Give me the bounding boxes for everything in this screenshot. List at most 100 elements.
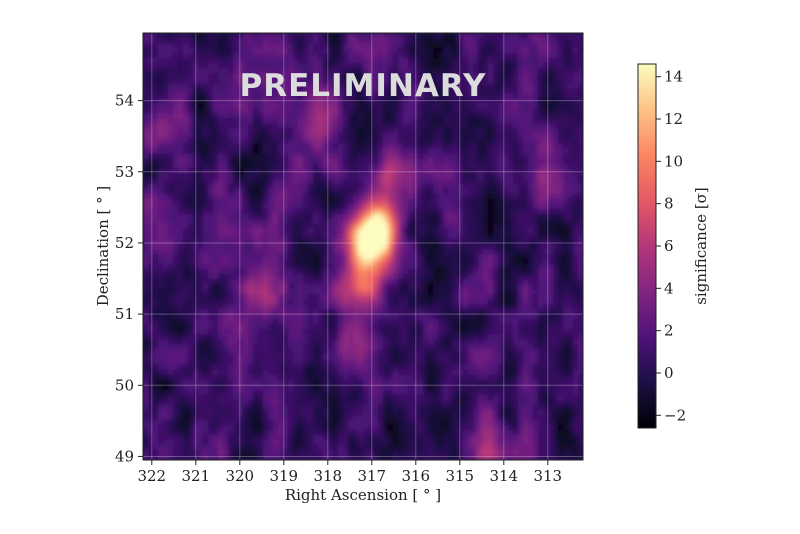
- heatmap-cell: [348, 213, 354, 220]
- heatmap-cell: [403, 53, 409, 59]
- heatmap-cell: [143, 369, 149, 376]
- heatmap-cell: [358, 198, 364, 205]
- heatmap-cell: [318, 123, 324, 130]
- heatmap-cell: [343, 243, 349, 250]
- heatmap-cell: [208, 178, 214, 185]
- heatmap-cell: [338, 314, 344, 320]
- heatmap-cell: [243, 53, 249, 59]
- heatmap-cell: [298, 434, 304, 441]
- heatmap-cell: [333, 274, 339, 280]
- heatmap-cell: [168, 108, 174, 114]
- heatmap-cell: [348, 58, 354, 64]
- heatmap-cell: [428, 374, 434, 381]
- heatmap-cell: [213, 419, 219, 426]
- heatmap-cell: [148, 198, 154, 205]
- heatmap-cell: [298, 419, 304, 426]
- heatmap-cell: [348, 53, 354, 59]
- heatmap-cell: [298, 444, 304, 451]
- heatmap-cell: [158, 38, 164, 44]
- heatmap-cell: [288, 369, 294, 376]
- heatmap-cell: [428, 304, 434, 310]
- heatmap-cell: [428, 128, 434, 135]
- heatmap-cell: [148, 108, 154, 114]
- heatmap-cell: [278, 264, 284, 270]
- heatmap-cell: [383, 153, 389, 160]
- heatmap-cell: [223, 73, 229, 79]
- heatmap-cell: [298, 93, 304, 99]
- heatmap-cell: [208, 238, 214, 245]
- heatmap-cell: [183, 399, 189, 406]
- heatmap-cell: [253, 58, 259, 64]
- heatmap-cell: [178, 439, 184, 446]
- heatmap-cell: [153, 208, 159, 215]
- heatmap-cell: [398, 243, 404, 250]
- heatmap-cell: [348, 118, 354, 125]
- heatmap-cell: [293, 364, 299, 371]
- heatmap-cell: [213, 93, 219, 99]
- heatmap-cell: [253, 354, 259, 361]
- heatmap-cell: [348, 33, 354, 39]
- heatmap-cell: [208, 264, 214, 270]
- heatmap-cell: [168, 223, 174, 230]
- heatmap-cell: [248, 58, 254, 64]
- heatmap-cell: [183, 324, 189, 330]
- heatmap-cell: [168, 118, 174, 125]
- heatmap-cell: [318, 254, 324, 260]
- heatmap-cell: [383, 434, 389, 441]
- heatmap-cell: [203, 379, 209, 386]
- heatmap-cell: [373, 284, 379, 290]
- heatmap-cell: [278, 259, 284, 265]
- heatmap-cell: [338, 48, 344, 54]
- heatmap-cell: [408, 163, 414, 170]
- heatmap-cell: [323, 103, 329, 109]
- heatmap-cell: [223, 419, 229, 426]
- heatmap-cell: [353, 88, 359, 94]
- heatmap-cell: [423, 108, 429, 114]
- heatmap-cell: [393, 53, 399, 59]
- heatmap-cell: [403, 153, 409, 160]
- heatmap-cell: [358, 128, 364, 135]
- heatmap-cell: [148, 138, 154, 145]
- heatmap-cell: [193, 68, 199, 74]
- heatmap-cell: [298, 454, 304, 460]
- heatmap-cell: [178, 259, 184, 265]
- heatmap-cell: [168, 404, 174, 411]
- heatmap-cell: [328, 53, 334, 59]
- heatmap-cell: [208, 294, 214, 300]
- heatmap-cell: [238, 254, 244, 260]
- heatmap-cell: [323, 93, 329, 99]
- heatmap-cell: [388, 314, 394, 320]
- heatmap-cell: [198, 289, 204, 295]
- heatmap-cell: [208, 374, 214, 381]
- heatmap-cell: [418, 63, 424, 69]
- heatmap-cell: [428, 329, 434, 336]
- heatmap-cell: [273, 43, 279, 49]
- heatmap-cell: [288, 38, 294, 44]
- heatmap-cell: [188, 108, 194, 114]
- heatmap-cell: [428, 439, 434, 446]
- heatmap-cell: [423, 143, 429, 150]
- heatmap-cell: [243, 329, 249, 336]
- heatmap-cell: [358, 218, 364, 225]
- heatmap-cell: [423, 254, 429, 260]
- heatmap-cell: [353, 233, 359, 240]
- heatmap-cell: [418, 304, 424, 310]
- heatmap-cell: [228, 98, 234, 104]
- heatmap-cell: [383, 394, 389, 401]
- heatmap-cell: [193, 424, 199, 431]
- heatmap-cell: [413, 33, 419, 39]
- heatmap-cell: [313, 213, 319, 220]
- heatmap-cell: [288, 444, 294, 451]
- heatmap-cell: [243, 218, 249, 225]
- heatmap-cell: [343, 153, 349, 160]
- heatmap-cell: [418, 68, 424, 74]
- heatmap-cell: [358, 203, 364, 210]
- heatmap-cell: [313, 414, 319, 421]
- heatmap-cell: [378, 269, 384, 275]
- heatmap-cell: [393, 444, 399, 451]
- heatmap-cell: [333, 419, 339, 426]
- heatmap-cell: [388, 88, 394, 94]
- heatmap-cell: [383, 339, 389, 346]
- heatmap-cell: [278, 284, 284, 290]
- heatmap-cell: [403, 233, 409, 240]
